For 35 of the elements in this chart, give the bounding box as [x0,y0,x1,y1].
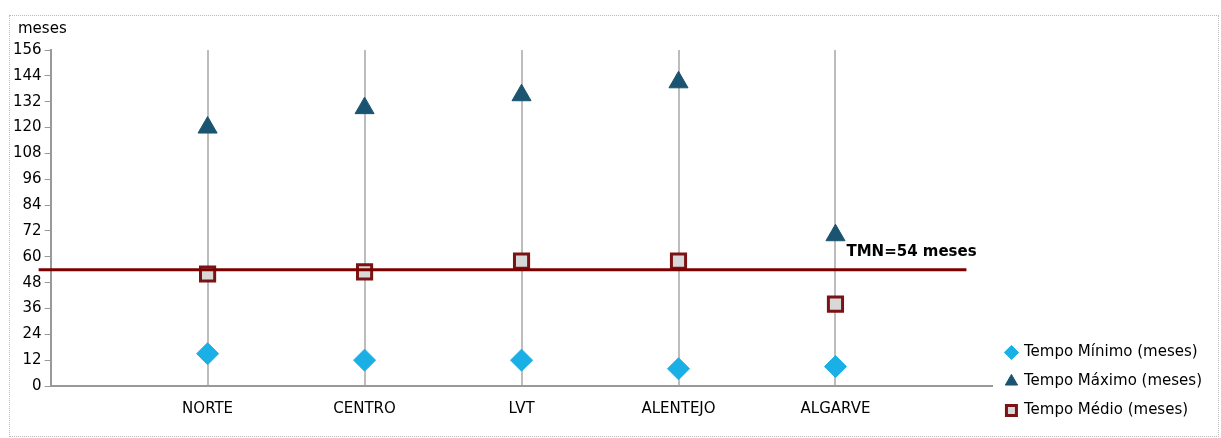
point [826,295,845,313]
y-tick-label: 0 [32,375,42,394]
y-tick-label: 120 [12,117,42,136]
point [196,342,220,366]
y-tick-label: 84 [22,194,42,213]
point [511,83,532,102]
point [668,70,689,89]
legend-label: Tempo Máximo (meses) [1022,371,1202,390]
point [354,96,375,115]
y-tick-label: 60 [22,246,42,265]
y-tick-label: 156 [12,39,42,58]
point [510,348,534,372]
y-tick-label: 108 [12,143,42,162]
point [667,357,690,381]
ref-line-label: TMN=54 meses [846,242,977,261]
y-tick-label: 48 [22,272,42,291]
y-axis-title: meses [18,19,67,38]
legend-label: Tempo Médio (meses) [1022,400,1189,419]
point [353,348,377,372]
y-tick-label: 36 [22,298,42,317]
x-tick-label: NORTE [182,398,234,417]
legend-label: Tempo Mínimo (meses) [1022,342,1198,361]
x-tick-label: ALENTEJO [641,398,716,417]
x-tick-label: ALGARVE [800,398,871,417]
y-tick-label: 96 [22,169,42,188]
point [825,223,846,242]
y-tick-label: 132 [12,91,42,110]
point [823,355,847,379]
x-tick-label: LVT [508,398,536,417]
x-tick-label: CENTRO [333,398,396,417]
point [197,116,218,134]
y-tick-label: 12 [22,350,42,369]
y-tick-label: 144 [12,65,42,84]
y-tick-label: 72 [22,220,42,239]
y-tick-label: 24 [22,324,42,343]
